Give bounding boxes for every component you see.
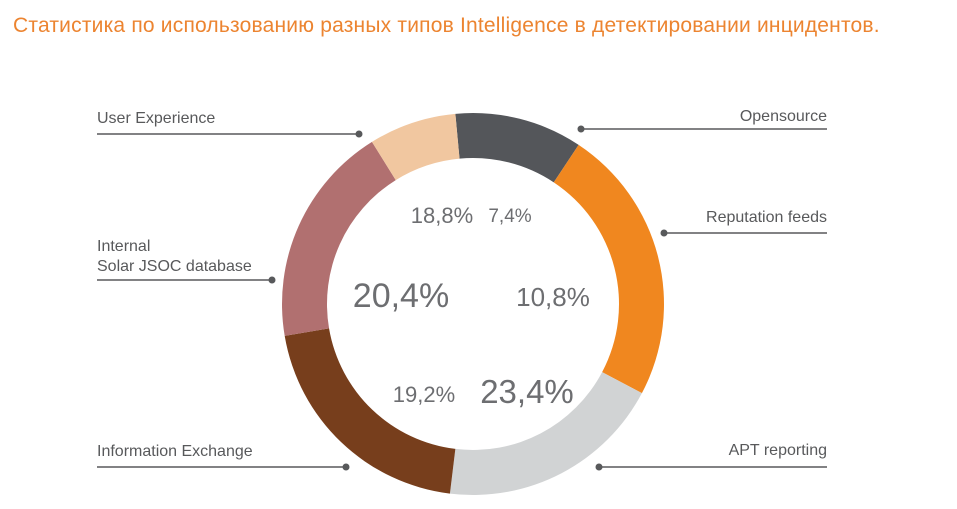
callout-label-user-experience: User Experience xyxy=(97,110,215,127)
callout-label-reputation-feeds: Reputation feeds xyxy=(706,209,827,226)
value-label-23-4: 23,4% xyxy=(480,373,574,410)
callout-label-apt-reporting: APT reporting xyxy=(729,442,827,459)
callout-dot-information-exchange xyxy=(342,463,350,471)
callout-dot-apt-reporting xyxy=(595,463,603,471)
donut-segment-reputation-feeds xyxy=(553,144,664,394)
donut-segment-opensource xyxy=(455,113,579,183)
value-label-19-2: 19,2% xyxy=(393,382,455,407)
donut-segment-information-exchange xyxy=(284,328,456,494)
callout-dot-user-experience xyxy=(355,130,363,138)
donut-segment-internal-solar-jsoc-database xyxy=(282,141,396,336)
donut-segment-apt-reporting xyxy=(449,372,642,495)
category-callouts: User Experience Opensource Reputation feed… xyxy=(97,108,827,471)
callout-label-internal-solar-jsoc-database: Solar JSOC database xyxy=(97,258,252,275)
donut-ring xyxy=(282,113,664,495)
callout-dot-reputation-feeds xyxy=(660,229,668,237)
value-label-18-8: 18,8% xyxy=(411,203,473,228)
value-label-10-8: 10,8% xyxy=(516,282,590,312)
value-label-7-4: 7,4% xyxy=(488,206,531,227)
value-labels: 18,8% 7,4% 20,4% 10,8% 19,2% 23,4% xyxy=(353,203,590,410)
donut-segment-user-experience xyxy=(371,113,460,181)
value-label-20-4: 20,4% xyxy=(353,277,449,315)
callout-label-internal-solar-jsoc-database: Internal xyxy=(97,238,150,255)
callout-label-information-exchange: Information Exchange xyxy=(97,443,253,460)
callout-dot-opensource xyxy=(577,125,585,133)
callout-label-opensource: Opensource xyxy=(740,108,827,125)
callout-dot-internal-solar-jsoc-database xyxy=(268,276,276,284)
chart-title: Статистика по использованию разных типов… xyxy=(13,14,880,37)
